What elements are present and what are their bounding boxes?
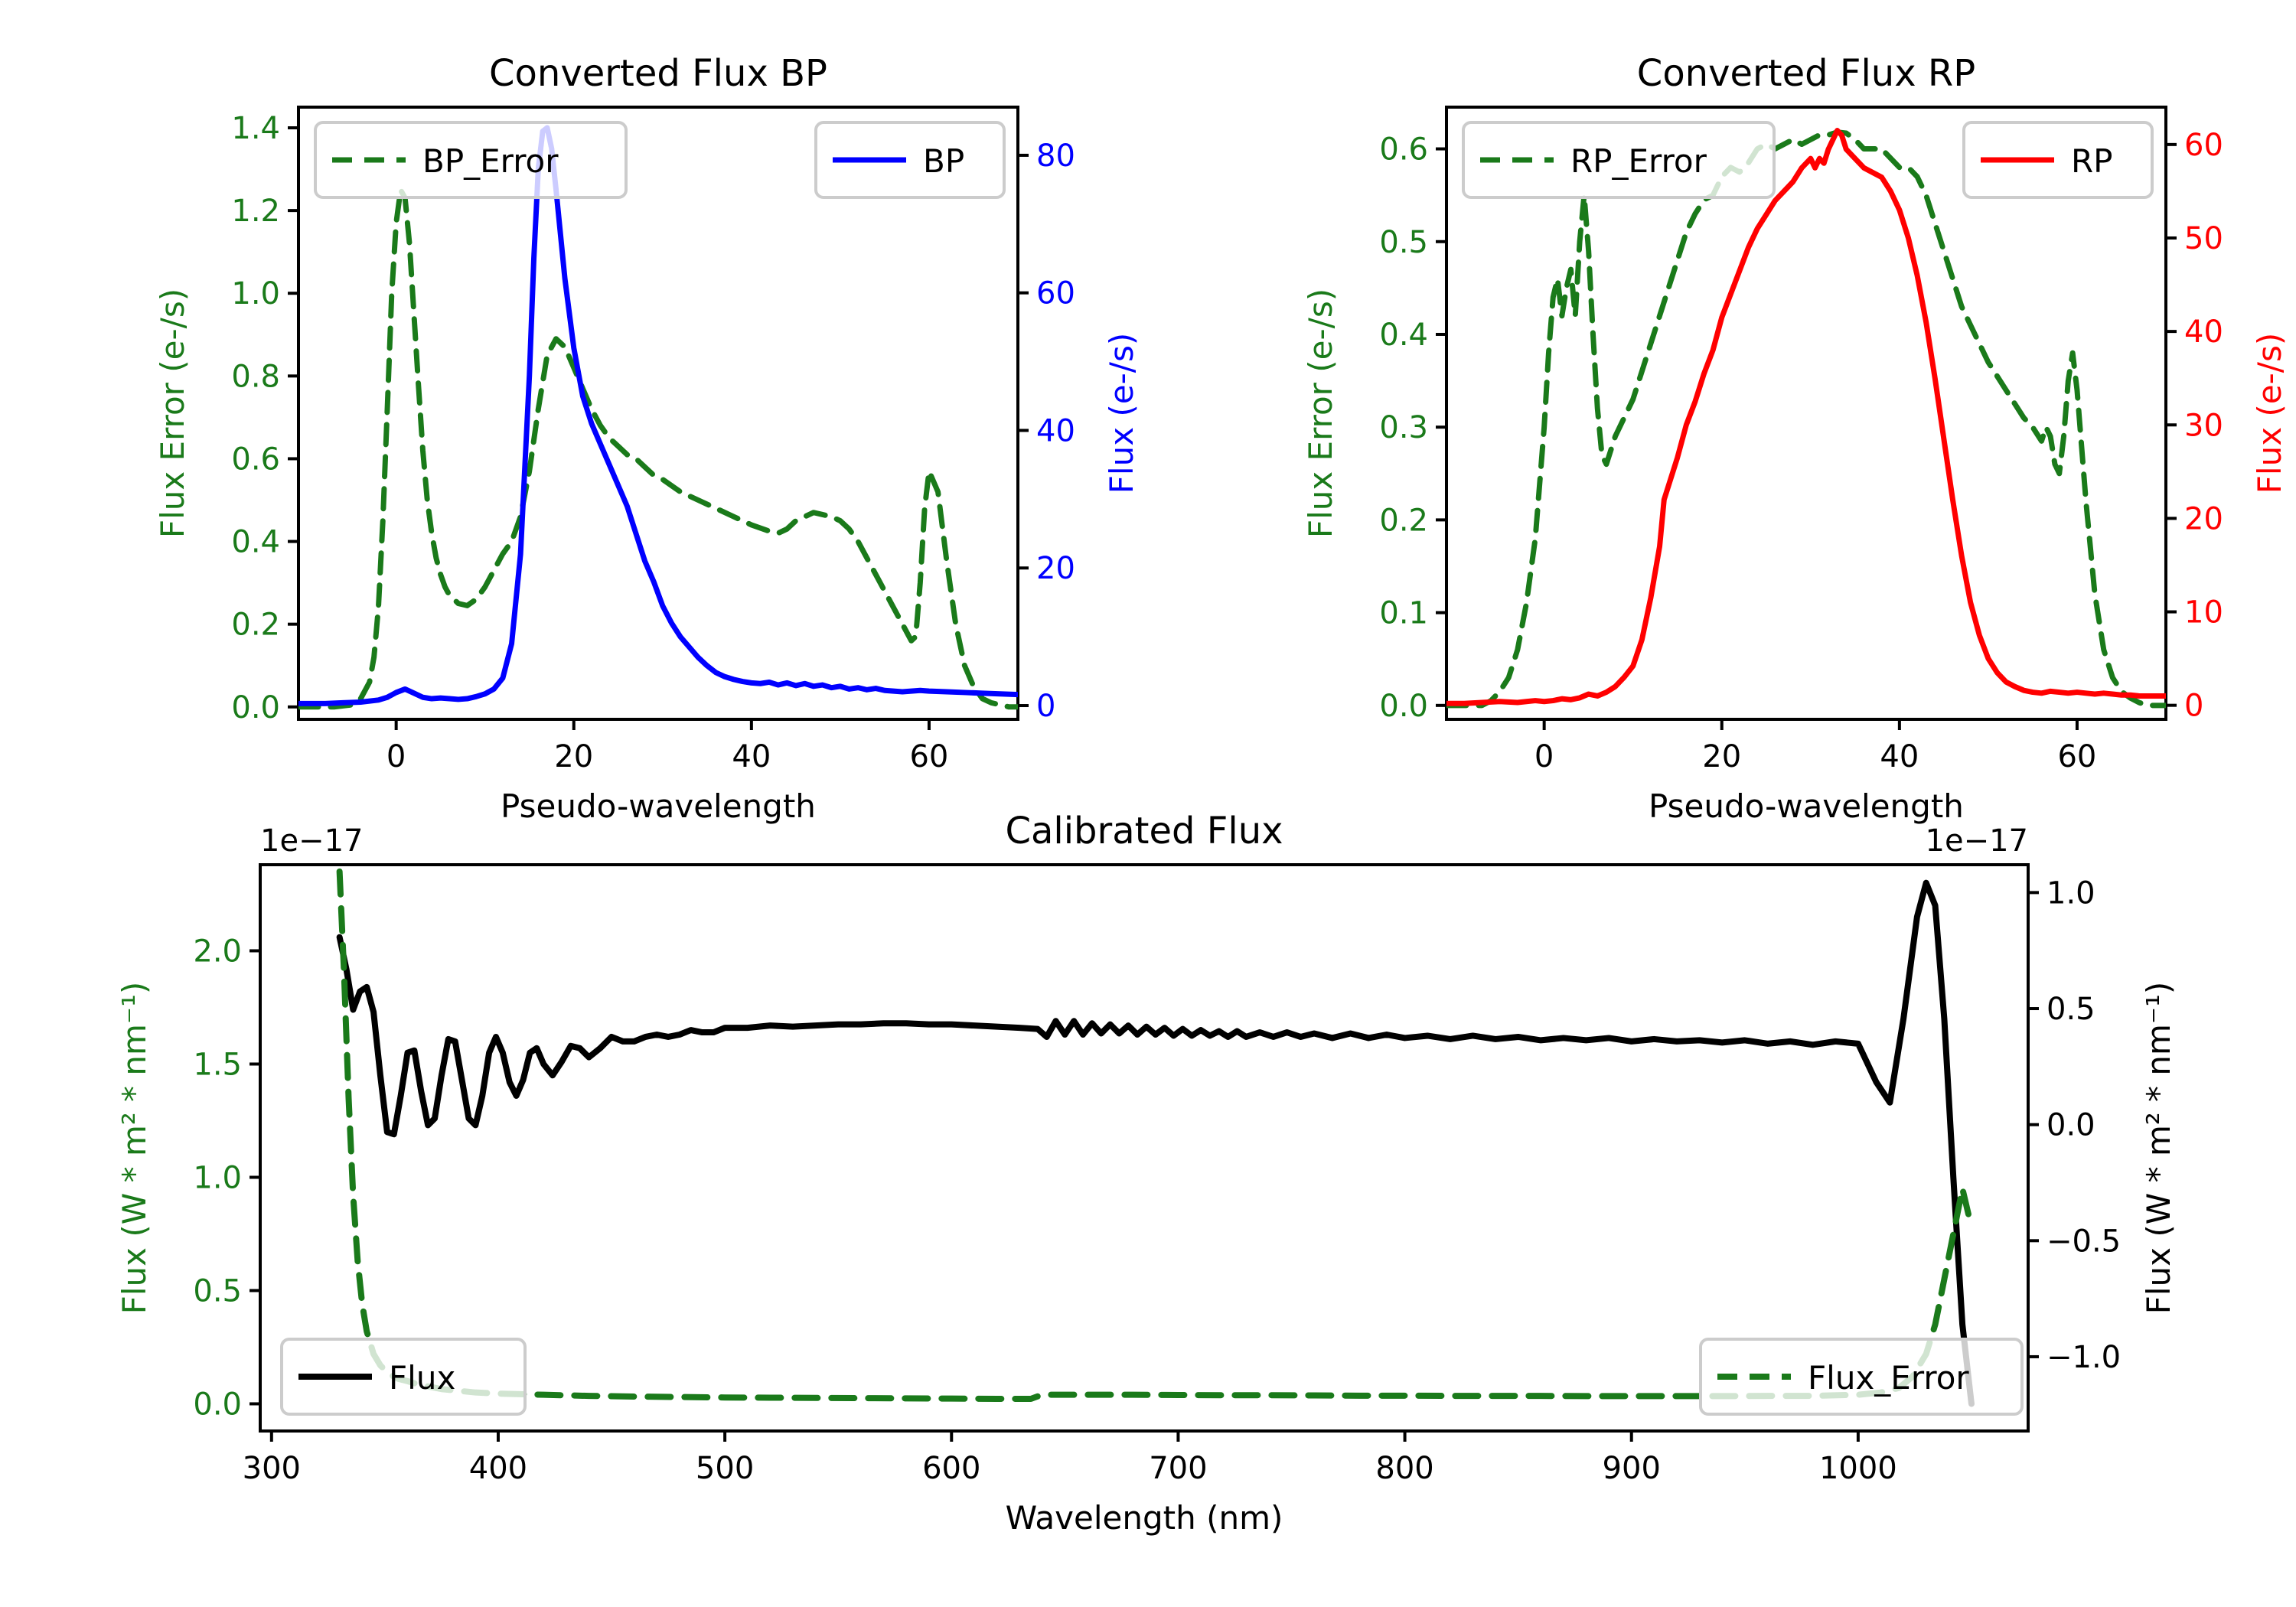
plot-frame xyxy=(1445,106,2167,721)
x-tick-label: 20 xyxy=(1702,739,1741,774)
y-tick-label-right: 10 xyxy=(2184,595,2223,631)
y-tick-label-left: 0.3 xyxy=(1379,410,1428,445)
y-tick-label-right: 40 xyxy=(2184,315,2223,350)
y-tick-label-left: 0.0 xyxy=(231,690,280,725)
x-tick-label: 60 xyxy=(2057,739,2096,774)
legend-label-rp_error: RP_Error xyxy=(1570,142,1707,180)
legend-label-flux: Flux xyxy=(389,1359,455,1397)
y-tick-label-left: 0.1 xyxy=(1379,596,1428,631)
x-tick-label: 300 xyxy=(243,1451,301,1486)
x-tick-label: 400 xyxy=(469,1451,527,1486)
y-tick-label-right: 20 xyxy=(2184,501,2223,536)
subplot-calibrated-flux: Calibrated Flux 0.0 0.5 1.0 1.5 2.0 Flux (W * … xyxy=(0,810,2296,1607)
subplot-converted-flux-bp: Converted Flux BP 0.0 0.2 0.4 0.6 0.8 1.0 1.2 1.… xyxy=(0,46,1148,825)
legend-label-rp: RP xyxy=(2071,142,2113,180)
chart-converted-flux-bp: Converted Flux BP 0.0 0.2 0.4 0.6 0.8 1.0 1.2 1.… xyxy=(154,52,1140,825)
x-tick-label: 1000 xyxy=(1819,1451,1897,1486)
chart-title: Converted Flux RP xyxy=(1637,52,1975,95)
legend-box[interactable] xyxy=(280,1338,527,1416)
y-tick-label-left: 1.5 xyxy=(193,1047,242,1082)
y-tick-label-left: 0.0 xyxy=(193,1387,242,1422)
y-axis-label-right: Flux (W * m² * nm⁻¹) xyxy=(2140,982,2177,1315)
chart-title: Calibrated Flux xyxy=(1005,810,1283,852)
y-tick-label-right: −1.0 xyxy=(2047,1340,2121,1375)
series-rp_error xyxy=(1446,129,2166,709)
y-tick-label-right: 60 xyxy=(2184,128,2223,163)
y-tick-label-left: 0.5 xyxy=(1379,225,1428,260)
legend-box[interactable] xyxy=(1462,121,1776,199)
y-tick-label-right: 30 xyxy=(2184,408,2223,443)
y-axis-label-left: Flux Error (e-/s) xyxy=(1302,288,1339,538)
y-tick-label-left: 0.8 xyxy=(231,359,280,394)
x-tick-label: 900 xyxy=(1603,1451,1661,1486)
legend-label-bp: BP xyxy=(923,142,964,180)
chart-converted-flux-rp: Converted Flux RP 0.0 0.1 0.2 0.3 0.4 0.5 0.6 Fl… xyxy=(1302,52,2288,825)
x-axis-label: Wavelength (nm) xyxy=(1006,1499,1283,1537)
y-tick-label-left: 0.0 xyxy=(1379,689,1428,724)
y-axis-label-right: Flux (e-/s) xyxy=(1103,333,1140,494)
y-tick-label-left: 0.6 xyxy=(231,442,280,477)
x-tick-label: 0 xyxy=(1534,739,1554,774)
series-flux_error xyxy=(336,868,1975,1402)
legend-box[interactable] xyxy=(814,121,1006,199)
series-rp xyxy=(1446,128,2166,706)
y-tick-label-right: 0 xyxy=(1036,689,1055,724)
y-tick-label-left: 0.2 xyxy=(231,608,280,643)
y-tick-label-right: 20 xyxy=(1036,551,1075,586)
y-axis-label-left: Flux Error (e-/s) xyxy=(154,288,191,538)
y-tick-label-left: 1.2 xyxy=(231,194,280,229)
x-tick-label: 20 xyxy=(554,739,593,774)
y-tick-label-left: 1.0 xyxy=(193,1160,242,1195)
y-tick-label-right: 80 xyxy=(1036,139,1075,174)
y-tick-label-left: 2.0 xyxy=(193,934,242,969)
plot-frame xyxy=(297,106,1019,721)
x-tick-label: 60 xyxy=(909,739,948,774)
y-tick-label-left: 0.4 xyxy=(1379,318,1428,353)
subplot-converted-flux-rp: Converted Flux RP 0.0 0.1 0.2 0.3 0.4 0.5 0.6 Fl… xyxy=(1148,46,2296,825)
y-tick-label-right: 60 xyxy=(1036,276,1075,311)
x-tick-label: 40 xyxy=(732,739,771,774)
y-tick-label-right: 0.5 xyxy=(2047,992,2095,1027)
y-tick-label-left: 0.5 xyxy=(193,1273,242,1309)
legend-label-bp_error: BP_Error xyxy=(422,142,559,180)
y-tick-label-left: 0.6 xyxy=(1379,132,1428,168)
x-tick-label: 0 xyxy=(386,739,406,774)
series-bp_error xyxy=(298,187,1018,710)
y-axis-label-right: Flux (e-/s) xyxy=(2251,333,2288,494)
chart-title: Converted Flux BP xyxy=(489,52,827,95)
y-tick-label-right: 0 xyxy=(2184,689,2203,724)
series-bp xyxy=(298,125,1018,706)
x-axis-label: Pseudo-wavelength xyxy=(501,787,816,825)
y-tick-label-left: 1.4 xyxy=(231,111,280,146)
series-flux xyxy=(336,879,1975,1407)
x-tick-label: 500 xyxy=(696,1451,754,1486)
legend-box[interactable] xyxy=(1699,1338,2024,1416)
y-tick-label-left: 0.4 xyxy=(231,525,280,560)
x-tick-label: 40 xyxy=(1880,739,1919,774)
x-tick-label: 700 xyxy=(1149,1451,1207,1486)
legend-box[interactable] xyxy=(314,121,628,199)
chart-calibrated-flux: Calibrated Flux 0.0 0.5 1.0 1.5 2.0 Flux (W * … xyxy=(116,810,2177,1537)
x-axis-label: Pseudo-wavelength xyxy=(1649,787,1964,825)
y-offset-label-left: 1e−17 xyxy=(260,823,363,859)
y-tick-label-right: −0.5 xyxy=(2047,1224,2121,1259)
x-tick-label: 800 xyxy=(1375,1451,1433,1486)
y-tick-label-right: 0.0 xyxy=(2047,1108,2095,1143)
y-tick-label-left: 1.0 xyxy=(231,276,280,311)
y-tick-label-left: 0.2 xyxy=(1379,503,1428,538)
y-tick-label-right: 1.0 xyxy=(2047,875,2095,911)
legend-label-flux_error: Flux_Error xyxy=(1808,1359,1969,1397)
y-tick-label-right: 40 xyxy=(1036,413,1075,448)
legend-box[interactable] xyxy=(1962,121,2154,199)
y-axis-label-left: Flux (W * m² * nm⁻¹) xyxy=(116,982,153,1315)
y-tick-label-right: 50 xyxy=(2184,221,2223,256)
x-tick-label: 600 xyxy=(922,1451,980,1486)
y-offset-label-right: 1e−17 xyxy=(1926,823,2028,859)
plot-frame xyxy=(259,863,2030,1433)
